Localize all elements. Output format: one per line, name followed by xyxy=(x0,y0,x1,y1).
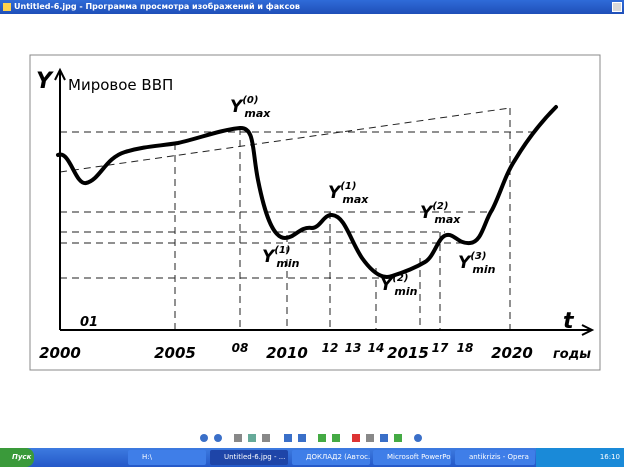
annotation: 01 xyxy=(80,315,98,330)
annotation-sub: min xyxy=(472,263,495,276)
system-tray: 16:10 xyxy=(536,448,624,467)
viewer-toolbar xyxy=(0,432,624,448)
image: Y Мировое ВВП t годы 01 2000 2005 08 2010 12… xyxy=(29,54,601,371)
window-title: Untitled-6.jpg - Программа просмотра изо… xyxy=(14,2,300,11)
toolbar-icons xyxy=(200,434,422,442)
x-label: 17 xyxy=(432,341,449,355)
guide-lines xyxy=(59,107,540,330)
annotation-sup: (2) xyxy=(432,201,448,212)
annotation-sup: (2) xyxy=(392,273,408,284)
annotation-base: Y xyxy=(458,253,472,273)
annotation: Y(2) max xyxy=(420,201,461,226)
title-bar: Untitled-6.jpg - Программа просмотра изо… xyxy=(0,0,624,14)
annotation-base: Y xyxy=(230,97,244,117)
annotation: Y(0) max xyxy=(230,95,271,120)
app-icon xyxy=(3,3,11,11)
x-label: 18 xyxy=(457,341,474,355)
x-labels: 2000 2005 08 2010 12 13 14 2015 17 18 2020 xyxy=(39,341,533,362)
x-axis-symbol: t xyxy=(563,309,575,334)
taskbar-item[interactable]: ДОКЛАД2 (Автос... xyxy=(292,450,370,465)
y-axis-symbol: Y xyxy=(36,69,54,94)
annotation-sub: min xyxy=(394,285,417,298)
x-label: 2010 xyxy=(266,344,308,362)
x-label: 12 xyxy=(322,341,339,355)
x-label: 14 xyxy=(368,341,385,355)
image-area: Y Мировое ВВП t годы 01 2000 2005 08 2010 12… xyxy=(0,14,624,432)
annotation-sup: (1) xyxy=(274,245,290,256)
x-label: 2020 xyxy=(491,344,533,362)
clock: 16:10 xyxy=(599,453,620,461)
x-label: 2005 xyxy=(154,344,196,362)
axes xyxy=(54,67,595,336)
annotation-sub: max xyxy=(434,213,461,226)
annotation-sub: max xyxy=(244,107,271,120)
annotation-base: Y xyxy=(262,247,276,267)
close-button[interactable] xyxy=(612,2,622,12)
annotation-sub: min xyxy=(276,257,299,270)
x-label: 08 xyxy=(232,341,249,355)
taskbar-item[interactable]: H:\ xyxy=(128,450,206,465)
toolbar-buttons[interactable] xyxy=(200,434,422,442)
chart-title: Мировое ВВП xyxy=(68,76,173,94)
annotation-sub: max xyxy=(342,193,369,206)
annotation: Y(1) min xyxy=(262,245,300,270)
annotation: Y(2) min xyxy=(380,273,418,298)
annotation-base: Y xyxy=(328,183,342,203)
taskbar: Пуск H:\ Untitled-6.jpg - ... ДОКЛАД2 (Авт… xyxy=(0,448,624,467)
annotation-sup: (3) xyxy=(470,251,486,262)
annotation-sup: (1) xyxy=(340,181,356,192)
annotation: Y(3) min xyxy=(458,251,496,276)
x-label: 2015 xyxy=(387,344,429,362)
taskbar-item[interactable]: Microsoft PowerPoi... xyxy=(373,450,451,465)
gdp-curve xyxy=(56,105,558,279)
annotation-base: Y xyxy=(420,203,434,223)
x-label: 13 xyxy=(345,341,362,355)
taskbar-item[interactable]: Untitled-6.jpg - ... xyxy=(210,450,288,465)
annotation-base: Y xyxy=(380,275,394,295)
annotation: Y(1) max xyxy=(328,181,369,206)
annotation-sup: (0) xyxy=(242,95,258,106)
start-button[interactable]: Пуск xyxy=(0,448,34,467)
taskbar-item[interactable]: antikrizis - Opera xyxy=(455,450,535,465)
x-axis-unit: годы xyxy=(553,347,591,362)
x-label: 2000 xyxy=(39,344,81,362)
